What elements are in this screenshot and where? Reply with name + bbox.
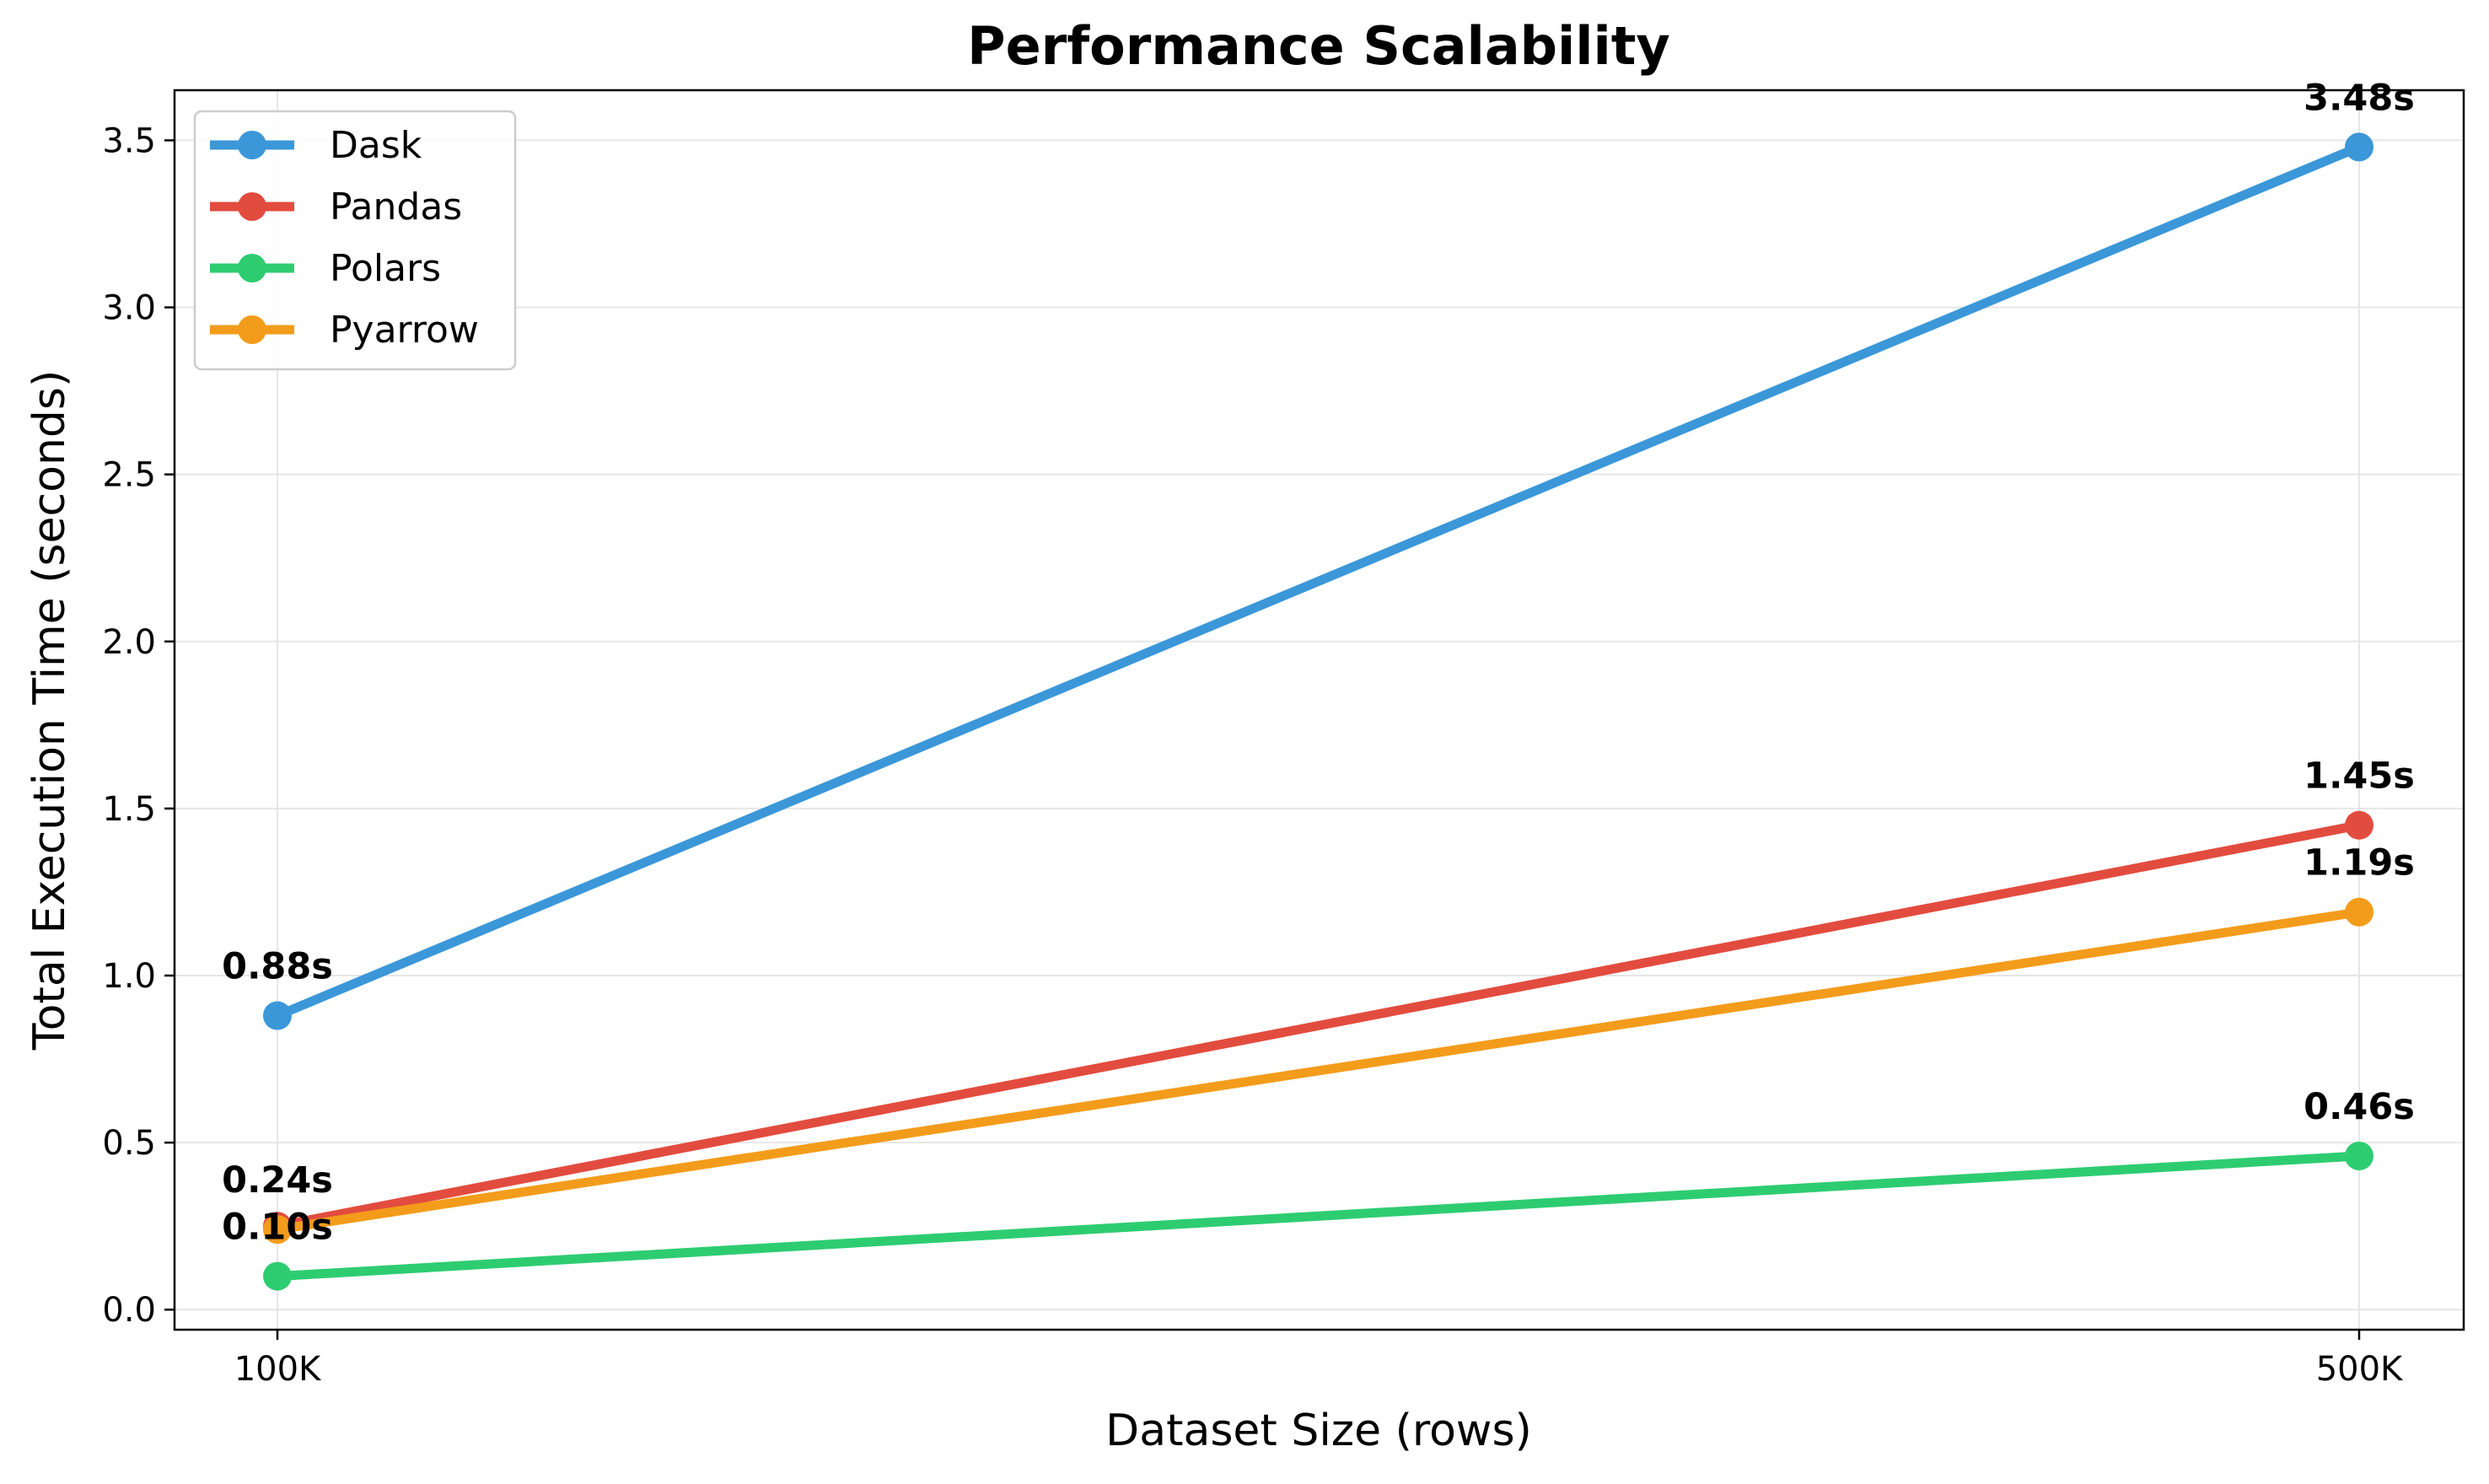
data-label-pyarrow: 1.19s xyxy=(2304,842,2415,884)
chart-title: Performance Scalability xyxy=(967,15,1670,77)
x-axis-label: Dataset Size (rows) xyxy=(1105,1406,1532,1456)
y-tick-label: 1.0 xyxy=(102,957,156,996)
legend: Dask Pandas Polars Pyarrow xyxy=(193,110,517,371)
series-pyarrow xyxy=(263,897,2373,1245)
data-label-layer: 0.88s 3.48s 1.45s 0.10s 0.46s 0.24s 1.19s xyxy=(222,77,2415,1248)
plot-frame xyxy=(173,89,2465,1331)
data-point-pyarrow xyxy=(263,1215,292,1245)
series-line-pyarrow xyxy=(272,907,2364,1234)
legend-marker xyxy=(238,192,266,221)
data-point-pandas xyxy=(2345,810,2373,840)
series-line-pandas xyxy=(272,820,2364,1231)
data-label-dask: 0.88s xyxy=(222,946,333,988)
legend-box xyxy=(193,110,517,371)
grid-layer xyxy=(175,90,2464,1330)
series-polars xyxy=(263,1141,2373,1291)
series-line-polars xyxy=(272,1151,2364,1282)
y-tick-label: 2.0 xyxy=(102,623,156,662)
legend-label: Polars xyxy=(330,247,441,290)
legend-label: Pandas xyxy=(330,186,462,229)
legend-item-dask: Dask xyxy=(210,124,422,167)
y-tick-label: 3.0 xyxy=(102,289,156,328)
data-label-pyarrow: 0.24s xyxy=(222,1159,333,1202)
y-axis-label: Total Execution Time (seconds) xyxy=(24,370,75,1051)
y-tick-label: 0.5 xyxy=(102,1124,156,1163)
legend-marker xyxy=(238,254,266,282)
data-point-polars xyxy=(263,1261,292,1291)
series-dask xyxy=(263,132,2373,1030)
series-layer xyxy=(263,132,2373,1291)
data-label-polars: 0.46s xyxy=(2304,1086,2415,1128)
y-tick-label: 2.5 xyxy=(102,456,156,495)
legend-item-polars: Polars xyxy=(210,247,441,290)
legend-item-pyarrow: Pyarrow xyxy=(210,309,479,352)
data-label-dask: 3.48s xyxy=(2304,77,2415,119)
y-tick-label: 0.0 xyxy=(102,1291,156,1330)
x-tick-label: 100K xyxy=(234,1350,322,1389)
y-tick-label: 3.5 xyxy=(102,121,156,160)
y-tick-label: 1.5 xyxy=(102,790,156,829)
series-line-dask xyxy=(272,142,2364,1021)
data-point-pyarrow xyxy=(2345,897,2373,927)
legend-label: Pyarrow xyxy=(330,309,479,352)
data-point-dask xyxy=(2345,132,2373,162)
x-tick-label: 500K xyxy=(2316,1350,2404,1389)
legend-label: Dask xyxy=(330,124,422,167)
legend-marker xyxy=(238,131,266,159)
data-point-dask xyxy=(263,1001,292,1030)
legend-marker xyxy=(238,315,266,344)
data-label-polars: 0.10s xyxy=(222,1207,333,1249)
data-point-polars xyxy=(2345,1141,2373,1170)
data-label-pandas: 1.45s xyxy=(2304,755,2415,798)
legend-item-pandas: Pandas xyxy=(210,186,462,229)
axis-layer: 0.0 0.5 1.0 1.5 2.0 2.5 3.0 3.5 100K 500K xyxy=(102,121,2404,1389)
